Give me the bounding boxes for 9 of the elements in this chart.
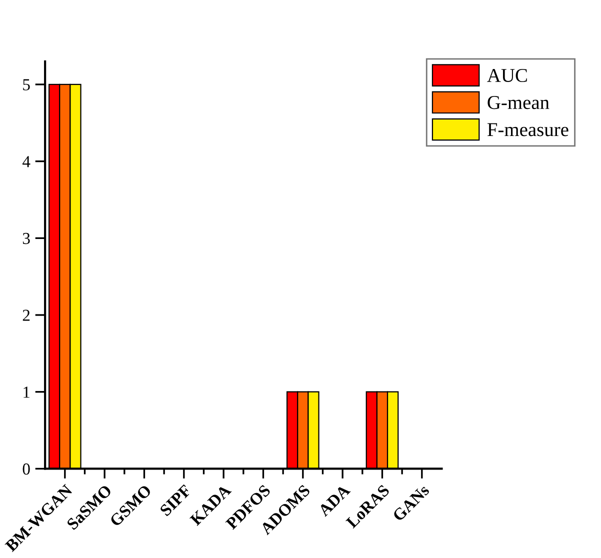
y-tick-label: 4	[22, 156, 30, 168]
y-tick-label: 2	[22, 310, 30, 321]
y-tick-label: 1	[24, 386, 30, 398]
y-tick-label: 5	[23, 79, 30, 90]
y-tick-label: 3	[22, 232, 30, 244]
legend-label: F-measure	[487, 123, 568, 136]
y-tick-label: 0	[22, 463, 30, 475]
legend-label: G-mean	[488, 96, 550, 110]
legend-label: AUC	[487, 68, 527, 82]
